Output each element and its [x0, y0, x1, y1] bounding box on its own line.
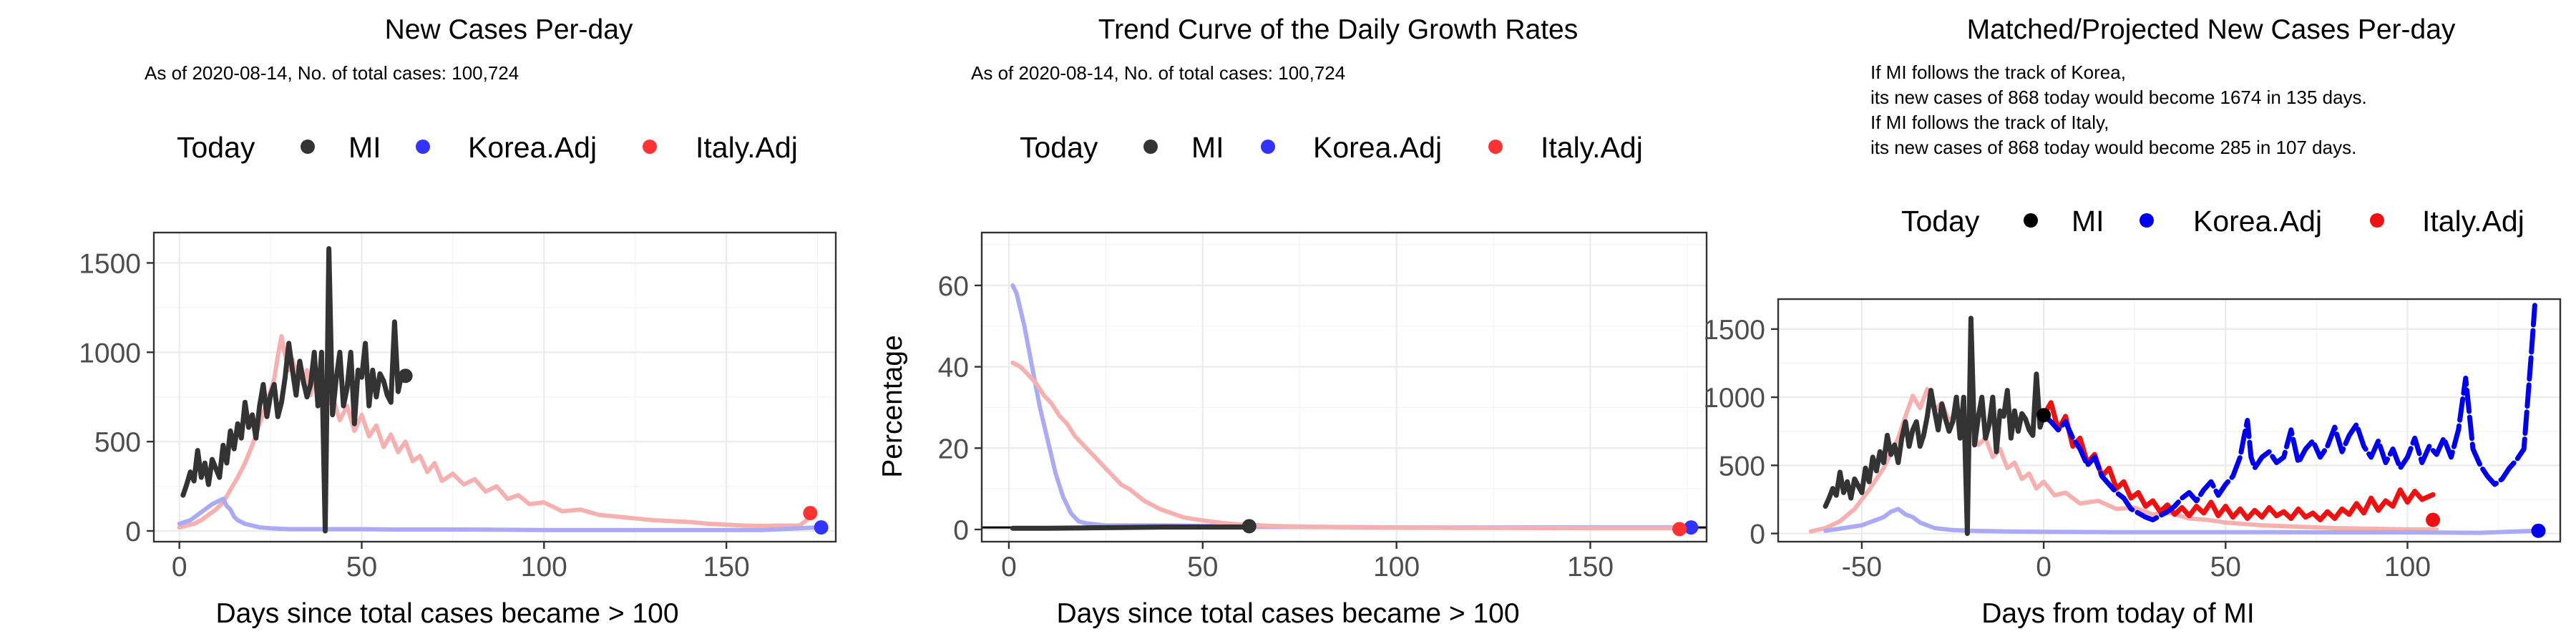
- chart2-x-tick-label-2: 100: [1373, 552, 1420, 582]
- chart1-y-tick-label-2: 1000: [79, 338, 141, 369]
- chart2-series-mi-line: [1010, 525, 1252, 531]
- chart3-legend-marker-korea: [2140, 213, 2154, 228]
- chart1-subtitle-line-1: As of 2020-08-14, No. of total cases: 10…: [145, 62, 519, 84]
- chart2-title: Trend Curve of the Daily Growth Rates: [1098, 14, 1578, 45]
- chart2-legend-marker-korea: [1261, 140, 1275, 154]
- chart3-subtitle-line-4: its new cases of 868 today would become …: [1870, 137, 2356, 158]
- chart1-legend-marker-italy: [643, 140, 657, 154]
- chart1-legend-label-italy: Italy.Adj: [696, 131, 798, 164]
- chart2-legend-title: Today: [1020, 131, 1098, 164]
- chart1-series-mi-line: [180, 246, 409, 534]
- chart3-series-italy-proj-line: [2041, 400, 2436, 522]
- chart3-y-tick-label-0: 0: [1750, 519, 1765, 550]
- chart3-legend-title: Today: [1901, 205, 1980, 238]
- chart1-legend-label-korea: Korea.Adj: [468, 131, 597, 164]
- chart2-y-tick-label-0: 0: [953, 515, 969, 546]
- chart2-y-tick-label-3: 60: [938, 271, 969, 302]
- chart3-title: Matched/Projected New Cases Per-day: [1967, 14, 2456, 45]
- chart2-legend-marker-mi: [1143, 140, 1158, 154]
- chart2-legend-label-korea: Korea.Adj: [1313, 131, 1442, 164]
- chart3-x-axis-title: Days from today of MI: [1981, 598, 2254, 629]
- chart3-subtitle-line-3: If MI follows the track of Italy,: [1870, 112, 2109, 133]
- chart1-y-tick-label-3: 1500: [79, 248, 141, 279]
- chart3-today-point-italy-proj: [2426, 512, 2441, 527]
- chart3-legend-marker-italy: [2370, 213, 2384, 228]
- chart3-series-korea-faint-line: [1823, 507, 2537, 535]
- chart2-panel-border: [980, 231, 1708, 543]
- chart2-y-axis-title: Percentage: [877, 335, 908, 477]
- chart3-x-tick-label-2: 50: [2210, 552, 2241, 582]
- chart1-today-point-italy: [803, 506, 818, 521]
- chart1-y-tick-label-0: 0: [125, 517, 141, 547]
- chart2-series-italy-faint-line: [1010, 360, 1682, 531]
- chart3-series-korea-proj-line: [2041, 303, 2537, 522]
- chart3-y-tick-label-3: 1500: [1703, 315, 1765, 346]
- chart2-x-tick-label-0: 0: [1001, 552, 1017, 582]
- chart1-legend-marker-mi: [301, 140, 315, 154]
- chart3-x-tick-label-0: -50: [1842, 552, 1882, 582]
- chart1-legend-title: Today: [177, 131, 255, 164]
- chart2-today-point-italy: [1672, 522, 1687, 537]
- chart3-subtitle-line-1: If MI follows the track of Korea,: [1870, 62, 2126, 83]
- chart1-y-tick-label-1: 500: [94, 427, 141, 458]
- chart1-legend-label-mi: MI: [348, 131, 381, 164]
- chart1-series-italy-faint-line: [177, 333, 813, 530]
- chart1-x-tick-label-3: 150: [703, 552, 750, 582]
- chart1-x-tick-label-1: 50: [346, 552, 377, 582]
- chart3-series-italy-faint-line: [1808, 386, 2439, 534]
- chart3-today-point-korea-proj: [2531, 523, 2546, 538]
- chart2-legend-label-italy: Italy.Adj: [1541, 131, 1643, 164]
- chart3-x-tick-label-3: 100: [2384, 552, 2431, 582]
- chart3-legend-marker-mi: [2024, 213, 2038, 228]
- chart2-legend-label-mi: MI: [1191, 131, 1224, 164]
- chart2-series-korea-faint-line: [1010, 283, 1694, 530]
- chart1-x-tick-label-0: 0: [172, 552, 187, 582]
- chart2-today-point-korea: [1684, 520, 1699, 535]
- chart2-subtitle-line-1: As of 2020-08-14, No. of total cases: 10…: [971, 62, 1345, 84]
- chart3-series-mi-line: [1823, 316, 2046, 537]
- chart2-y-tick-label-2: 40: [938, 353, 969, 384]
- chart3-x-tick-label-1: 0: [2036, 552, 2051, 582]
- chart1-x-axis-title: Days since total cases became > 100: [215, 598, 678, 629]
- chart2-x-axis-title: Days since total cases became > 100: [1056, 598, 1519, 629]
- chart1-legend-marker-korea: [416, 140, 430, 154]
- chart3-y-tick-label-2: 1000: [1703, 383, 1765, 414]
- chart3-today-point-mi-proj: [2036, 408, 2051, 423]
- chart2-legend-marker-italy: [1488, 140, 1503, 154]
- chart1-title: New Cases Per-day: [385, 14, 633, 45]
- chart2-today-point-mi: [1241, 519, 1257, 534]
- chart1-today-point-mi: [398, 369, 413, 384]
- chart1-today-point-korea: [814, 520, 829, 535]
- chart1-panel-border: [152, 231, 837, 543]
- chart3-legend-label-korea: Korea.Adj: [2193, 205, 2322, 238]
- chart3-legend-label-italy: Italy.Adj: [2422, 205, 2524, 238]
- chart3-panel-border: [1777, 298, 2562, 543]
- chart1-series-korea-faint-line: [177, 497, 820, 532]
- chart3-legend-label-mi: MI: [2072, 205, 2104, 238]
- chart3-y-tick-label-1: 500: [1719, 451, 1765, 482]
- chart2-x-tick-label-3: 150: [1567, 552, 1614, 582]
- chart2-plot-area: 0 50 100 150 0 20 40 60: [938, 231, 1708, 582]
- chart3-subtitle-line-2: its new cases of 868 today would become …: [1870, 87, 2367, 108]
- chart1-x-tick-label-2: 100: [521, 552, 567, 582]
- chart2-x-tick-label-1: 50: [1187, 552, 1218, 582]
- chart2-y-tick-label-1: 20: [938, 434, 969, 464]
